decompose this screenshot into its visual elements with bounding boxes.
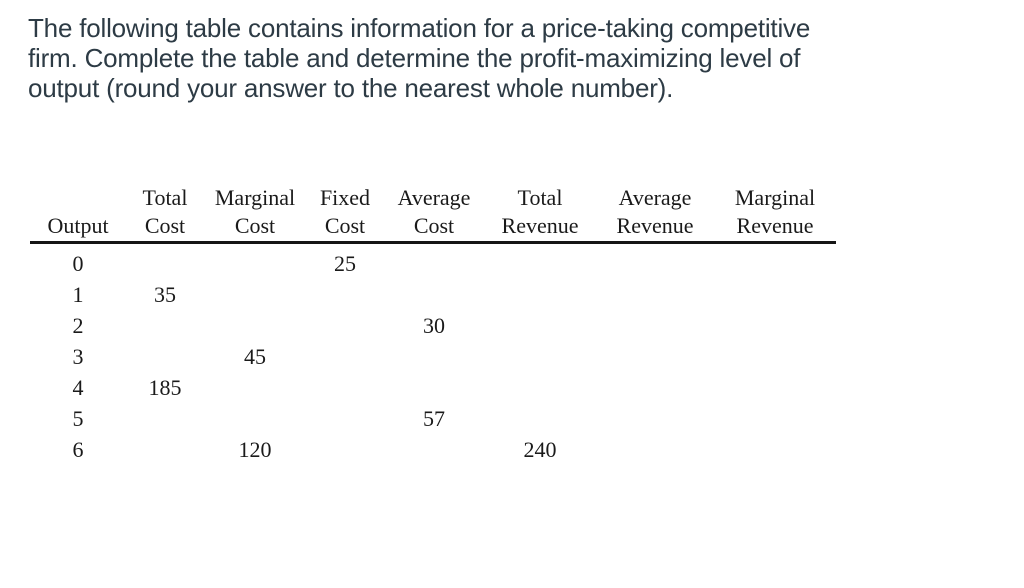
table-row: 5 57 [30,403,836,434]
table-cell [204,243,306,280]
table-cell [126,341,204,372]
table-row: 1 35 [30,279,836,310]
table-cell [484,279,596,310]
table-cell [384,372,484,403]
table-cell: 3 [72,344,84,369]
column-header-average-revenue: Average Revenue [596,184,714,244]
header-line-bottom: Cost [234,213,276,238]
table-cell: 240 [523,437,557,462]
header-line-bottom: Revenue [501,213,579,238]
table-cell [714,279,836,310]
table-cell: 30 [423,313,445,338]
table-cell: 120 [238,437,272,462]
table-cell [714,372,836,403]
header-line-bottom: Revenue [736,213,814,238]
table-cell [596,403,714,434]
table-cell [384,434,484,465]
header-line-bottom: Cost [324,213,366,238]
column-header-total-revenue: Total Revenue [484,184,596,244]
question-line: The following table contains information… [28,13,811,43]
table-cell [484,310,596,341]
table-cell [596,372,714,403]
column-header-fixed-cost: Fixed Cost [306,184,384,244]
header-line-bottom: Revenue [616,213,694,238]
table-row: 4 185 [30,372,836,403]
table-cell [596,341,714,372]
table-cell [384,341,484,372]
table-cell [306,310,384,341]
table-cell [596,310,714,341]
table-cell: 57 [423,406,445,431]
table-cell [484,243,596,280]
header-line-top: Marginal [214,185,296,210]
table-cell [306,372,384,403]
table-cell [484,372,596,403]
table-cell: 185 [148,375,182,400]
table-cell: 6 [72,437,84,462]
table-cell: 45 [244,344,266,369]
table-cell [306,403,384,434]
question-text: The following table contains information… [28,13,810,103]
table-cell: 25 [334,251,356,276]
table-row: 6 120 240 [30,434,836,465]
header-line-bottom: Cost [144,213,186,238]
column-header-marginal-revenue: Marginal Revenue [714,184,836,244]
table-cell [306,341,384,372]
table-cell [306,279,384,310]
table-cell: 1 [72,282,84,307]
table-cell [204,310,306,341]
column-header-marginal-cost: Marginal Cost [204,184,306,244]
header-line-top: Total [517,185,563,210]
table-cell [126,310,204,341]
header-line-top: Average [618,185,692,210]
table-cell [714,310,836,341]
table-cell [596,279,714,310]
table-cell [484,341,596,372]
column-header-total-cost: Total Cost [126,184,204,244]
table-cell [306,434,384,465]
table-cell [126,403,204,434]
table-cell [714,243,836,280]
header-line-bottom: Cost [413,213,455,238]
table-row: 2 30 [30,310,836,341]
header-line-bottom: Output [47,213,109,238]
table-cell [126,434,204,465]
header-line-top: Fixed [319,185,371,210]
table-cell [204,403,306,434]
table-cell [384,279,484,310]
header-line-top: Average [397,185,471,210]
table-cell [126,243,204,280]
table-cell: 4 [72,375,84,400]
table-cell [384,243,484,280]
header-line-top: Total [142,185,188,210]
table-cell: 2 [72,313,84,338]
table-cell [596,434,714,465]
column-header-output: Output [30,184,126,244]
table-cell [204,372,306,403]
header-line-top: Marginal [734,185,816,210]
table-row: 3 45 [30,341,836,372]
question-line: output (round your answer to the nearest… [28,73,674,103]
table-cell [204,279,306,310]
table-cell [714,341,836,372]
column-header-average-cost: Average Cost [384,184,484,244]
table-cell: 0 [72,251,84,276]
table-cell [714,434,836,465]
table-row: 0 25 [30,243,836,280]
table-cell [596,243,714,280]
question-line: firm. Complete the table and determine t… [28,43,801,73]
table-header-row: Output Total Cost Marginal Cost Fixed Co… [30,184,836,244]
table-cell [714,403,836,434]
table-cell: 5 [72,406,84,431]
table-cell: 35 [154,282,176,307]
table-cell [484,403,596,434]
cost-revenue-table: Output Total Cost Marginal Cost Fixed Co… [30,184,836,465]
